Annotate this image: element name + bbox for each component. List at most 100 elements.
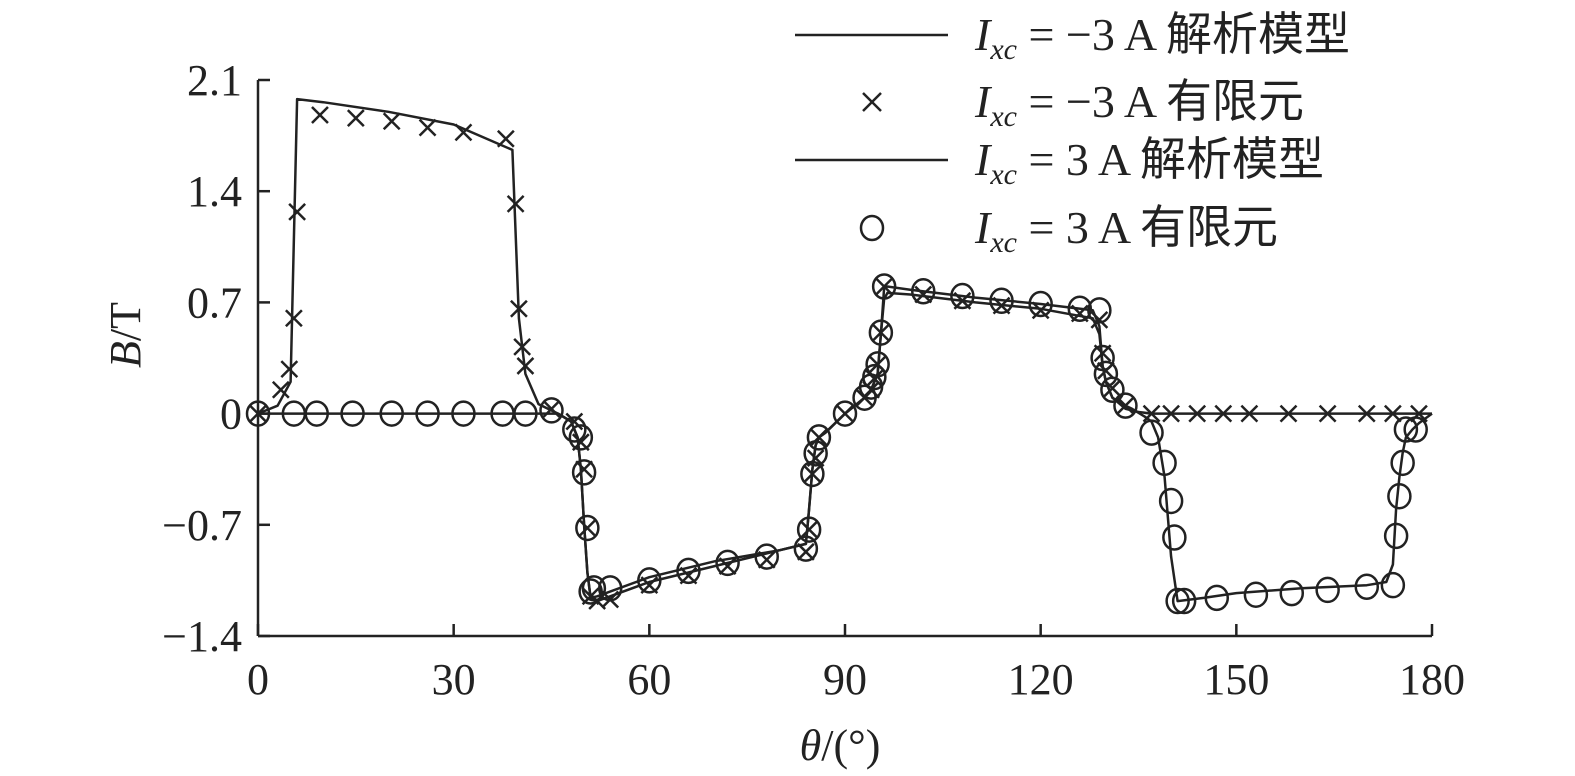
x-tick-label: 90	[823, 655, 867, 704]
legend-label-sub: xc	[989, 158, 1017, 191]
data-point-circle	[513, 400, 538, 427]
data-point-x	[875, 277, 894, 296]
legend-label-var: I	[974, 134, 993, 185]
series-group	[245, 97, 1433, 615]
data-point-circle	[562, 416, 587, 443]
data-point-circle	[1383, 522, 1409, 550]
data-point-x	[1383, 404, 1402, 423]
data-point-circle	[800, 460, 825, 488]
data-point-circle	[575, 514, 600, 542]
data-point-circle	[796, 516, 822, 543]
x-axis-label: θ/(°)	[800, 721, 881, 770]
x-tick-label: 60	[627, 655, 671, 704]
data-point-circle	[451, 400, 476, 427]
data-point-circle	[1171, 587, 1197, 615]
data-point-circle	[1158, 487, 1184, 515]
data-point-circle	[1403, 416, 1428, 443]
data-point-circle	[1067, 295, 1093, 323]
data-point-circle	[1028, 290, 1053, 318]
y-tick-label: 0.7	[187, 278, 242, 327]
x-ticks: 0 30 60 90 120 150 180	[247, 624, 1465, 704]
data-point-circle	[415, 400, 440, 427]
series-line	[258, 285, 1433, 603]
legend-label: Ixc = 3 A 有限元	[974, 202, 1278, 259]
data-point-x	[346, 109, 365, 128]
data-point-circle	[1139, 419, 1164, 446]
y-axis-label-unit: /T	[101, 302, 150, 341]
legend-label-var: I	[974, 76, 993, 127]
data-point-circle	[379, 400, 404, 427]
legend-x-swatch	[862, 92, 882, 112]
series-3	[245, 273, 1428, 615]
data-point-circle	[950, 282, 975, 310]
data-point-x	[1162, 404, 1180, 423]
data-point-x	[1318, 404, 1337, 423]
legend-label-rest: = −3 A 有限元	[1017, 76, 1304, 127]
y-tick-label: 1.4	[187, 167, 242, 216]
series-2	[258, 285, 1433, 603]
data-point-circle	[989, 287, 1014, 315]
data-point-circle	[1380, 571, 1406, 599]
data-point-circle	[1113, 392, 1138, 419]
x-axis-label-unit: /(°)	[821, 721, 880, 770]
data-point-circle	[571, 459, 597, 486]
data-point-circle	[806, 424, 832, 451]
data-point-circle	[245, 400, 271, 427]
y-tick-label: −0.7	[162, 501, 242, 550]
y-ticks: −1.4 −0.7 0 0.7 1.4 2.1	[162, 56, 270, 661]
y-axis-label: B/T	[101, 302, 150, 368]
data-point-circle	[1390, 449, 1415, 477]
data-point-x	[506, 195, 525, 213]
data-point-x	[496, 129, 515, 148]
data-point-circle	[865, 351, 890, 378]
data-point-x	[454, 123, 473, 142]
data-point-circle	[803, 440, 828, 467]
legend-label-rest: = 3 A 有限元	[1017, 202, 1278, 253]
data-point-circle	[1243, 581, 1269, 608]
data-point-circle	[568, 424, 594, 451]
data-point-circle	[304, 400, 329, 427]
legend-label: Ixc = −3 A 解析模型	[974, 9, 1350, 66]
legend-item: Ixc = −3 A 解析模型	[795, 9, 1350, 66]
data-point-circle	[1393, 416, 1419, 443]
legend-label-rest: = 3 A 解析模型	[1017, 134, 1324, 185]
y-tick-label: 2.1	[187, 56, 242, 105]
y-axis-label-var: B	[101, 341, 150, 368]
data-point-x	[575, 460, 593, 479]
legend-label-var: I	[974, 9, 993, 60]
legend-label-sub: xc	[989, 226, 1017, 259]
data-point-circle	[871, 273, 897, 300]
data-point-x	[284, 309, 303, 328]
data-point-x	[1188, 404, 1207, 423]
data-point-circle	[1087, 297, 1112, 324]
data-point-x	[288, 202, 307, 221]
data-point-circle	[581, 575, 607, 602]
data-point-x	[510, 299, 528, 318]
data-point-x	[1279, 404, 1298, 423]
data-point-circle	[1387, 482, 1412, 510]
data-point-circle	[1165, 587, 1190, 615]
data-point-x	[1240, 404, 1259, 423]
data-point-circle	[862, 363, 887, 391]
data-point-circle	[1152, 449, 1177, 477]
y-tick-label: 0	[220, 390, 242, 439]
data-point-x	[800, 520, 819, 539]
legend-label-sub: xc	[989, 100, 1017, 133]
legend-label-sub: xc	[989, 33, 1017, 66]
data-point-x	[280, 360, 299, 379]
plot-area: −1.4 −0.7 0 0.7 1.4 2.1 0 30 60 90 120 150 180	[162, 56, 1465, 704]
x-tick-label: 30	[432, 655, 476, 704]
x-tick-label: 150	[1203, 655, 1269, 704]
legend-item: Ixc = 3 A 解析模型	[795, 134, 1324, 191]
data-point-circle	[793, 535, 819, 562]
data-point-circle	[1279, 579, 1305, 607]
data-point-x	[578, 519, 597, 537]
data-point-circle	[1090, 344, 1115, 372]
data-point-circle	[1100, 376, 1125, 404]
data-point-circle	[1204, 584, 1230, 612]
data-point-circle	[578, 578, 603, 605]
data-point-circle	[340, 400, 365, 427]
legend-label: Ixc = −3 A 有限元	[974, 76, 1304, 133]
